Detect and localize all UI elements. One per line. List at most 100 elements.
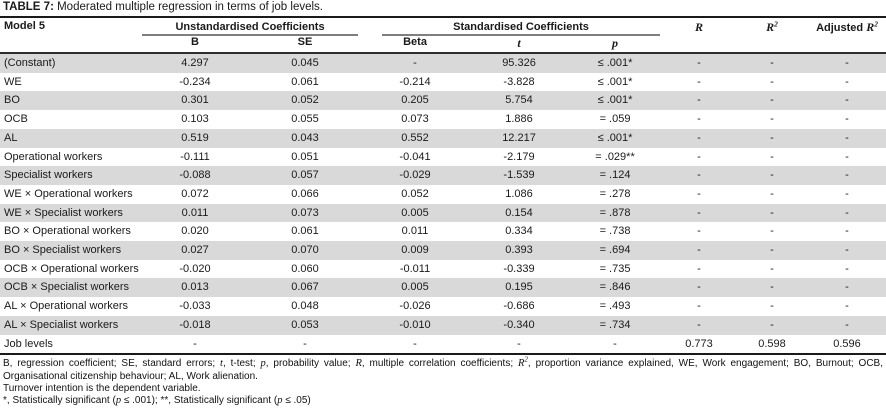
footnote-segment: p <box>277 395 283 407</box>
row-label: BO × Specialist workers <box>4 244 122 257</box>
table-row: (Constant) 4.297 0.045 - 95.326 ≤ .001* - - - <box>0 53 886 73</box>
cell-value: - <box>697 281 701 294</box>
footnote-segment: , probability value; <box>265 358 356 370</box>
cell-value: - <box>697 225 701 238</box>
cell-value: = .735 <box>599 262 631 275</box>
row-label: OCB <box>4 113 28 126</box>
table-row: Operational workers -0.111 0.051 -0.041 -2.1… <box>0 148 886 167</box>
row-label: BO <box>4 94 20 107</box>
cell-value: - <box>770 318 774 331</box>
cell-value: 0.045 <box>291 57 319 69</box>
cell-value: - <box>697 57 701 69</box>
cell-value: - <box>845 318 849 331</box>
cell-value: - <box>845 113 849 126</box>
cell-value: - <box>697 169 701 182</box>
cell-value: - <box>697 131 701 144</box>
cell-value: -0.214 <box>399 75 431 88</box>
cell-value: 0.067 <box>291 281 319 294</box>
cell-value: - <box>845 206 849 219</box>
footnote-segment: *, Statistically significant ( <box>3 395 116 407</box>
table-row: OCB 0.103 0.055 0.073 1.886 = .059 - - - <box>0 110 886 129</box>
table-row: OCB × Specialist workers 0.013 0.067 0.005 0… <box>0 278 886 298</box>
column-header-beta: Beta <box>403 36 427 48</box>
cell-value: = .124 <box>599 169 631 182</box>
cell-value: - <box>697 94 701 107</box>
header-row-groups: Model 5 Unstandardised Coefficients Stan… <box>0 17 886 36</box>
cell-value: 0.011 <box>181 206 209 219</box>
footnote-segment: ≤ .05) <box>282 395 311 407</box>
footnote-segment: p <box>115 395 122 407</box>
cell-value: - <box>845 225 849 238</box>
cell-value: 0.005 <box>401 206 429 219</box>
footnote-segment: , proportion variance explained, WE, Wor… <box>3 358 883 382</box>
column-header-model: Model 5 <box>4 20 45 32</box>
cell-value: 5.754 <box>505 94 533 107</box>
cell-value: - <box>845 244 849 257</box>
header-row-columns: B SE Beta t p <box>0 36 886 53</box>
cell-value: 0.052 <box>291 94 319 107</box>
cell-value: - <box>770 57 774 69</box>
cell-value: -1.539 <box>503 169 535 182</box>
cell-value: -0.234 <box>179 75 211 88</box>
table-row: AL × Specialist workers -0.018 0.053 -0.010… <box>0 315 886 335</box>
cell-value: -0.010 <box>399 318 431 331</box>
cell-value: 0.393 <box>505 244 533 257</box>
cell-value: - <box>845 75 849 88</box>
cell-value: 0.596 <box>833 337 861 350</box>
cell-value: = .878 <box>599 206 631 219</box>
cell-value: 0.552 <box>401 131 429 144</box>
row-label: Job levels <box>4 337 53 350</box>
cell-value: 0.005 <box>401 281 429 294</box>
cell-value: = .493 <box>599 300 631 313</box>
cell-value: 1.086 <box>505 187 533 200</box>
cell-value: 0.773 <box>685 337 713 350</box>
cell-value: 12.217 <box>502 131 536 144</box>
cell-value: 0.195 <box>505 281 533 294</box>
cell-value: -3.828 <box>503 75 535 88</box>
cell-value: 0.057 <box>291 169 319 182</box>
cell-value: -0.033 <box>179 300 211 313</box>
column-header-b: B <box>191 36 199 48</box>
table-row: Specialist workers -0.088 0.057 -0.029 -1.53… <box>0 166 886 185</box>
cell-value: - <box>697 113 701 126</box>
cell-value: = .694 <box>599 244 631 257</box>
cell-value: - <box>770 75 774 88</box>
cell-value: - <box>770 225 774 238</box>
group-header-unstandardised: Unstandardised Coefficients <box>140 17 360 36</box>
cell-value: = .278 <box>599 187 631 200</box>
cell-value: 0.013 <box>181 281 209 294</box>
cell-value: 4.297 <box>181 57 209 69</box>
group-header-unstandardised-label: Unstandardised Coefficients <box>142 20 359 36</box>
cell-value: 0.598 <box>758 337 786 350</box>
regression-table: Model 5 Unstandardised Coefficients Stan… <box>0 16 886 356</box>
cell-value: ≤ .001* <box>597 75 633 88</box>
cell-value: - <box>413 57 417 69</box>
column-header-p: p <box>612 36 619 50</box>
cell-value: = .846 <box>599 281 631 294</box>
cell-value: - <box>845 262 849 275</box>
table-row: BO × Operational workers 0.020 0.061 0.011 0… <box>0 222 886 241</box>
row-label: AL <box>4 131 18 144</box>
cell-value: - <box>517 337 521 350</box>
cell-value: - <box>845 150 849 163</box>
cell-value: 0.072 <box>181 187 209 200</box>
cell-value: -0.020 <box>179 262 211 275</box>
cell-value: 0.052 <box>401 187 429 200</box>
row-label: WE × Operational workers <box>4 187 133 200</box>
row-label: WE <box>4 75 22 88</box>
cell-value: - <box>697 75 701 88</box>
cell-value: ≤ .001* <box>597 94 633 107</box>
footnote-dependent-variable: Turnover intention is the dependent vari… <box>3 382 201 394</box>
cell-value: - <box>845 57 849 69</box>
cell-value: - <box>770 150 774 163</box>
footnote-segment: p <box>260 358 266 370</box>
table-footnotes: B, regression coefficient; SE, standard … <box>0 355 886 407</box>
cell-value: 0.060 <box>291 262 319 275</box>
table-row: WE × Specialist workers 0.011 0.073 0.005 0.… <box>0 203 886 223</box>
cell-value: - <box>770 300 774 313</box>
group-header-standardised: Standardised Coefficients <box>360 17 662 36</box>
cell-value: - <box>697 150 701 163</box>
cell-value: ≤ .001* <box>597 131 633 144</box>
table-title: TABLE 7: Moderated multiple regression i… <box>0 0 886 16</box>
